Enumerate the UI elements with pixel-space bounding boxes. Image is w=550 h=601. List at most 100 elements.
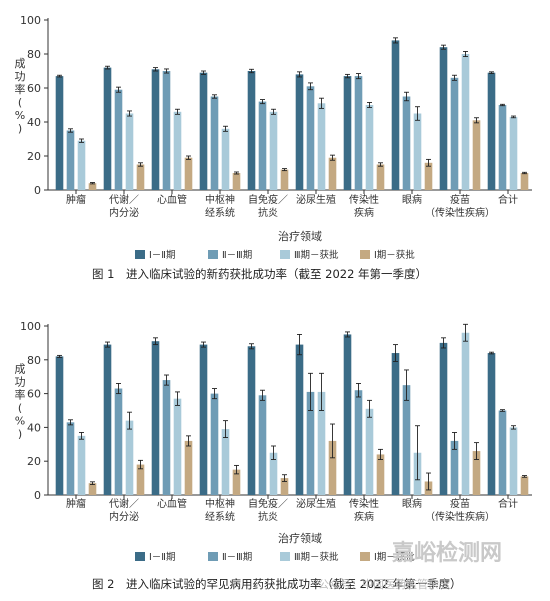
bar bbox=[450, 77, 459, 190]
bar bbox=[77, 140, 86, 190]
bar bbox=[365, 105, 374, 190]
bar bbox=[472, 120, 481, 190]
bar bbox=[376, 454, 385, 495]
bar bbox=[487, 353, 496, 495]
category-label: 中枢神经系统 bbox=[205, 193, 235, 219]
bar bbox=[221, 128, 230, 190]
bar bbox=[439, 47, 448, 191]
bar bbox=[232, 173, 241, 190]
bar bbox=[151, 69, 160, 190]
y-tick-label: 20 bbox=[27, 150, 41, 163]
legend-swatch bbox=[208, 552, 218, 561]
bar bbox=[280, 169, 289, 190]
bar bbox=[173, 398, 182, 495]
bar bbox=[136, 464, 145, 495]
bar bbox=[125, 420, 134, 495]
y-tick-label: 40 bbox=[27, 116, 41, 129]
bar bbox=[520, 173, 529, 190]
legend-label: Ⅱ－Ⅲ期 bbox=[222, 250, 252, 261]
bar bbox=[509, 116, 518, 190]
bar bbox=[247, 346, 256, 495]
y-tick-label: 100 bbox=[20, 320, 41, 333]
bar bbox=[328, 157, 337, 190]
bar bbox=[376, 164, 385, 190]
watermark-subtext: 公众号：中国医药监管杂志 bbox=[318, 577, 450, 591]
bar bbox=[210, 96, 219, 190]
bar bbox=[103, 67, 112, 190]
bar bbox=[413, 113, 422, 190]
x-axis-label: 治疗领域 bbox=[278, 229, 322, 243]
bar bbox=[55, 76, 64, 190]
bar bbox=[114, 89, 123, 190]
bar bbox=[450, 440, 459, 495]
legend-swatch bbox=[135, 250, 145, 259]
category-label: 合计 bbox=[498, 497, 518, 510]
chart-2: 0 20 40 60 80 100 成功率(%) 肿瘤 代谢／内分泌 心血管 中枢神经系统自免疫／抗… bbox=[15, 320, 532, 591]
category-label: 疫苗（传染性疾病） bbox=[425, 497, 495, 523]
category-label: 传染性疾病 bbox=[349, 497, 379, 523]
y-tick-label: 60 bbox=[27, 82, 41, 95]
bar bbox=[424, 162, 433, 190]
bar bbox=[295, 74, 304, 190]
bar bbox=[306, 86, 315, 190]
y-axis-label: 成功率(%) bbox=[15, 57, 26, 135]
y-tick-label: 100 bbox=[20, 14, 41, 27]
category-label: 肿瘤 bbox=[66, 497, 86, 510]
bar bbox=[461, 332, 470, 495]
legend-label: Ⅲ期－获批 bbox=[294, 551, 339, 563]
bar bbox=[77, 435, 86, 495]
bar bbox=[439, 342, 448, 495]
y-tick-label: 0 bbox=[34, 489, 41, 502]
bar bbox=[317, 391, 326, 495]
bar bbox=[199, 344, 208, 495]
bar bbox=[221, 429, 230, 495]
bar bbox=[509, 427, 518, 495]
legend-label: Ⅰ－Ⅱ期 bbox=[149, 552, 175, 563]
category-label: 心血管 bbox=[157, 193, 187, 206]
bar bbox=[280, 478, 289, 495]
category-label: 自免疫／抗炎 bbox=[248, 497, 288, 523]
bar bbox=[498, 105, 507, 190]
bar bbox=[247, 71, 256, 190]
bar bbox=[125, 113, 134, 190]
chart-1: 0 20 40 60 80 100 成功率(%) 肿瘤 代谢／内分泌 心血管 中枢神经系统自免疫／抗… bbox=[15, 14, 532, 281]
bar bbox=[258, 395, 267, 495]
legend-swatch bbox=[135, 552, 145, 561]
bar bbox=[114, 388, 123, 495]
bar bbox=[343, 76, 352, 190]
legend-swatch bbox=[280, 250, 290, 259]
category-label: 泌尿生殖 bbox=[296, 497, 336, 510]
y-tick-label: 0 bbox=[34, 184, 41, 197]
bar bbox=[295, 344, 304, 495]
category-label: 合计 bbox=[498, 193, 518, 206]
legend-label: Ⅲ期－获批 bbox=[294, 249, 339, 261]
x-axis-label: 治疗领域 bbox=[278, 531, 322, 545]
category-label: 自免疫／抗炎 bbox=[248, 193, 288, 219]
bar bbox=[88, 183, 97, 190]
bar bbox=[199, 72, 208, 190]
category-label: 代谢／内分泌 bbox=[109, 497, 139, 523]
bar bbox=[151, 341, 160, 495]
bar bbox=[520, 476, 529, 495]
legend-swatch bbox=[280, 552, 290, 561]
bar bbox=[354, 76, 363, 190]
bar bbox=[162, 380, 171, 495]
legend-swatch bbox=[208, 250, 218, 259]
y-tick-label: 80 bbox=[27, 48, 41, 61]
bar bbox=[472, 451, 481, 495]
watermark-text: 嘉峪检测网 bbox=[392, 540, 502, 566]
bar bbox=[269, 111, 278, 190]
bar bbox=[328, 440, 337, 495]
bar bbox=[269, 452, 278, 495]
category-label: 眼病 bbox=[402, 497, 422, 510]
bar bbox=[402, 385, 411, 495]
bar bbox=[461, 54, 470, 190]
bar bbox=[162, 71, 171, 190]
bar bbox=[391, 353, 400, 495]
bar bbox=[317, 103, 326, 190]
bar bbox=[354, 390, 363, 495]
bar bbox=[232, 469, 241, 495]
bar bbox=[210, 393, 219, 495]
bar bbox=[258, 101, 267, 190]
